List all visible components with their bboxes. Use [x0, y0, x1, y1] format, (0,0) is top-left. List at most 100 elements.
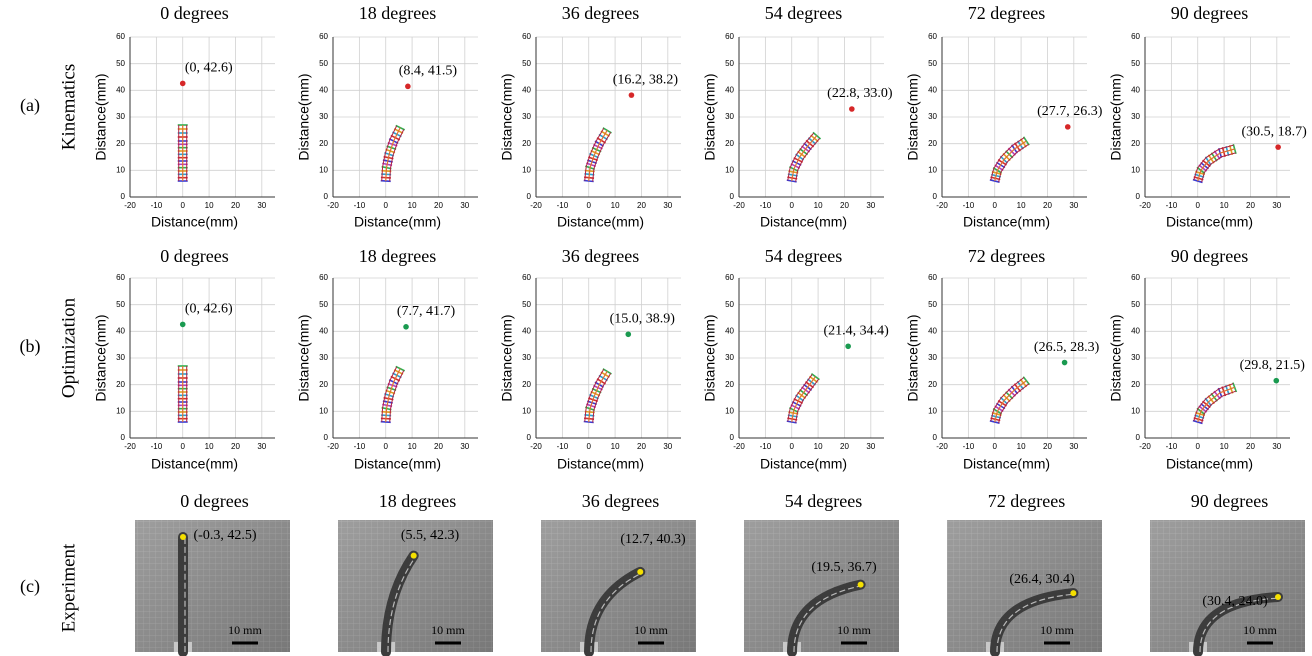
x-tick-label: 20 [231, 201, 240, 210]
x-tick-label: 10 [1017, 201, 1026, 210]
y-tick-label: 20 [319, 139, 328, 148]
row-tag: (b) [20, 336, 41, 357]
row-tag: (c) [20, 576, 40, 597]
panel-title: 90 degrees [1191, 491, 1268, 511]
y-tick-label: 10 [1131, 406, 1140, 415]
x-tick-label: 20 [434, 201, 443, 210]
x-tick-label: 0 [993, 201, 998, 210]
y-tick-label: 0 [121, 433, 126, 442]
y-tick-label: 20 [1131, 380, 1140, 389]
chart-title: 54 degrees [765, 246, 842, 266]
y-tick-label: 40 [522, 85, 531, 94]
x-tick-label: 30 [663, 201, 672, 210]
y-tick-label: 60 [319, 273, 328, 282]
y-tick-label: 10 [319, 165, 328, 174]
y-tick-label: 10 [319, 406, 328, 415]
y-tick-label: 60 [116, 273, 125, 282]
y-tick-label: 40 [319, 326, 328, 335]
x-tick-label: 10 [205, 442, 214, 451]
x-axis-label: Distance(mm) [354, 456, 441, 472]
side-rail [389, 370, 405, 423]
x-tick-label: 30 [257, 442, 266, 451]
tip-point [845, 343, 851, 350]
y-tick-label: 40 [522, 326, 531, 335]
photo-shade [338, 520, 493, 652]
x-tick-label: -10 [354, 201, 366, 210]
y-tick-label: 60 [522, 32, 531, 41]
robot-highlight [793, 585, 863, 653]
y-tick-label: 0 [730, 192, 735, 201]
photo-panel: 90 degrees (30.4, 24.0) 10 mm [1150, 491, 1305, 656]
x-tick-label: 10 [1220, 201, 1229, 210]
y-axis-label: Distance(mm) [499, 73, 515, 160]
photo-shade [1150, 520, 1305, 652]
x-axis-label: Distance(mm) [354, 214, 441, 230]
backbone [791, 135, 818, 182]
subplot: 90 degrees 0 10 20 30 40 50 60 -20 -10 0 10 20 30 Dist… [1108, 246, 1306, 472]
tip-label: (5.5, 42.3) [401, 528, 460, 543]
side-rail [592, 373, 612, 423]
panel-title: 54 degrees [785, 491, 862, 511]
tip-point [625, 331, 632, 338]
y-tick-label: 20 [522, 139, 531, 148]
panel-title: 18 degrees [379, 491, 456, 511]
y-tick-label: 10 [522, 406, 531, 415]
x-tick-label: 0 [384, 442, 389, 451]
subplot: 36 degrees 0 10 20 30 40 50 60 -20 -10 0 10 20 30 Dist… [499, 3, 681, 230]
side-rail [990, 377, 1025, 422]
y-axis-label: Distance(mm) [93, 314, 109, 401]
chart-title: 72 degrees [968, 3, 1045, 23]
segment-rung [395, 124, 406, 131]
x-tick-label: 30 [1069, 442, 1078, 451]
x-tick-label: 10 [814, 201, 823, 210]
x-tick-label: -20 [733, 442, 745, 451]
y-tick-label: 40 [928, 85, 937, 94]
x-tick-label: 10 [205, 201, 214, 210]
side-rail [998, 383, 1030, 424]
robot-highlight [1199, 597, 1281, 653]
tip-point [405, 83, 411, 90]
x-axis-label: Distance(mm) [1166, 214, 1253, 230]
point-label: (0, 42.6) [185, 302, 233, 317]
y-tick-label: 20 [1131, 139, 1140, 148]
point-label: (7.7, 41.7) [397, 304, 456, 319]
x-tick-label: 30 [1069, 201, 1078, 210]
x-tick-label: 20 [1246, 442, 1255, 451]
photo-shade [744, 520, 899, 652]
segment-rung [812, 131, 822, 140]
x-tick-label: 10 [611, 201, 620, 210]
backbone [588, 130, 608, 182]
y-tick-label: 10 [116, 406, 125, 415]
x-tick-label: -10 [151, 442, 163, 451]
subplot: 54 degrees 0 10 20 30 40 50 60 -20 -10 0 10 20 30 Dist… [702, 3, 893, 230]
y-tick-label: 20 [725, 380, 734, 389]
side-rail [787, 132, 815, 181]
x-tick-label: 10 [1220, 442, 1229, 451]
x-tick-label: 30 [663, 442, 672, 451]
x-axis-label: Distance(mm) [963, 214, 1050, 230]
y-tick-label: 60 [319, 32, 328, 41]
tip-label: (19.5, 36.7) [811, 560, 877, 575]
x-axis-label: Distance(mm) [963, 456, 1050, 472]
x-tick-label: -10 [557, 442, 569, 451]
x-tick-label: 0 [587, 201, 592, 210]
y-tick-label: 40 [1131, 326, 1140, 335]
tip-point [1273, 377, 1280, 384]
tip-marker [637, 568, 644, 575]
photo-panel: 0 degrees (-0.3, 42.5) 10 mm [135, 491, 290, 656]
y-tick-label: 0 [121, 192, 126, 201]
y-tick-label: 30 [725, 112, 734, 121]
x-tick-label: 20 [637, 201, 646, 210]
tip-point [849, 106, 855, 112]
x-tick-label: -20 [530, 201, 542, 210]
chart-title: 72 degrees [968, 246, 1045, 266]
segment-rung [395, 365, 406, 372]
tip-point [628, 92, 635, 98]
row-name: Kinematics [58, 64, 79, 151]
scale-label: 10 mm [431, 623, 465, 637]
y-tick-label: 50 [319, 300, 328, 309]
backbone [385, 368, 401, 423]
y-tick-label: 60 [116, 32, 125, 41]
side-rail [584, 369, 605, 422]
y-tick-label: 20 [522, 380, 531, 389]
